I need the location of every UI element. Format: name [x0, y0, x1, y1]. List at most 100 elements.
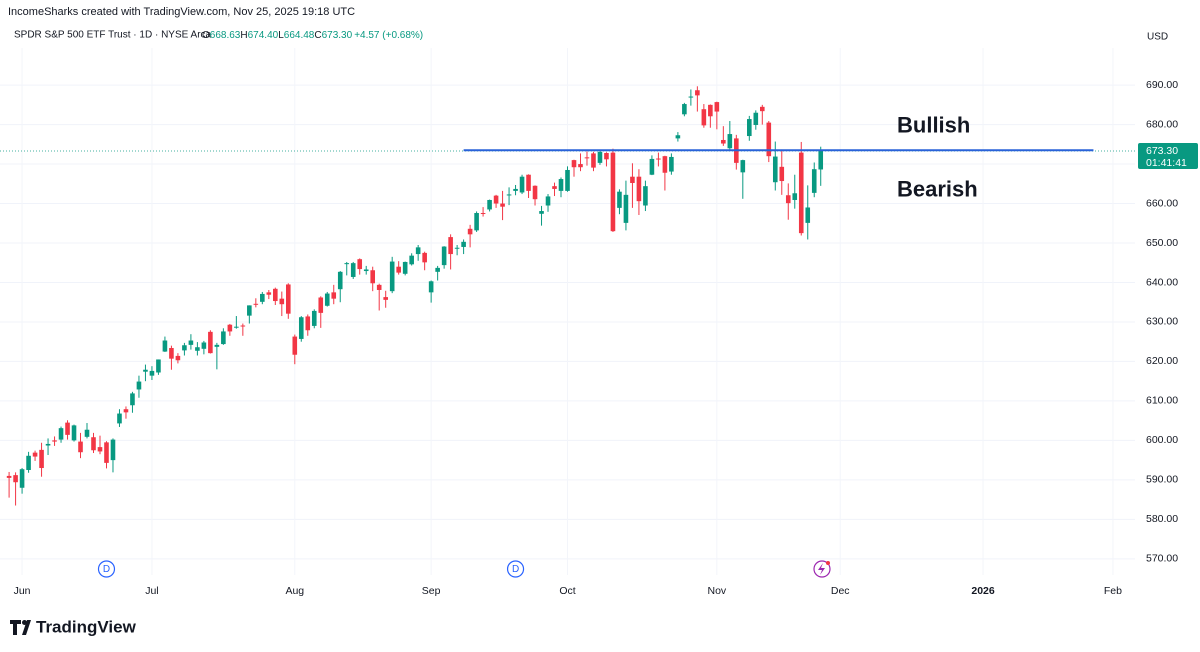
candle-body [130, 393, 135, 406]
ohlc-legend: O668.63H674.40L664.48C673.30 +4.57 (+0.68… [202, 30, 423, 41]
candle-body [58, 428, 64, 440]
candle-body [792, 193, 798, 200]
y-tick-label: 640.00 [1146, 276, 1178, 288]
candle-body [370, 270, 376, 284]
candle-body [474, 213, 479, 231]
candle-body [818, 151, 824, 170]
candle-body [214, 344, 220, 347]
credit: IncomeSharks created with TradingView.co… [8, 6, 355, 18]
y-tick-label: 690.00 [1146, 79, 1178, 91]
candle-body [39, 449, 44, 469]
x-tick-label: 2026 [971, 585, 995, 597]
x-tick-label: Feb [1104, 585, 1122, 597]
candle-body [337, 271, 343, 290]
candle-body [234, 326, 239, 328]
candle-body [649, 158, 655, 175]
candle-body [545, 196, 551, 206]
x-tick-label: Sep [422, 585, 441, 597]
candle-body [91, 437, 96, 451]
x-tick-label: Aug [285, 585, 304, 597]
candle-body [552, 186, 557, 189]
dividend-label: D [512, 564, 519, 575]
candle-body [558, 179, 564, 191]
candle-body [363, 269, 369, 272]
y-tick-label: 650.00 [1146, 237, 1178, 249]
candle-body [84, 429, 90, 437]
candle-body [78, 441, 83, 453]
price-label: 673.30 [1146, 145, 1178, 157]
candle-body [656, 158, 661, 160]
y-tick-label: 660.00 [1146, 197, 1178, 209]
candle-body [811, 169, 817, 193]
candle-body [487, 199, 492, 210]
candle-body [19, 469, 25, 488]
candle-body [149, 370, 155, 376]
candle-body [682, 104, 687, 115]
candle-body [188, 340, 194, 345]
candle-body [617, 191, 622, 208]
candle-body [727, 134, 733, 149]
y-tick-label: 680.00 [1146, 118, 1178, 130]
candle-body [513, 188, 518, 191]
legend-key: L [278, 30, 284, 41]
candle-body [448, 237, 453, 255]
candle-body [273, 288, 278, 302]
candle-body [669, 156, 674, 172]
candle-body [279, 298, 285, 305]
dividend-label: D [103, 564, 110, 575]
candle-body [52, 440, 57, 442]
candle-body [721, 139, 726, 144]
earnings-icon [818, 563, 825, 575]
candle-body [779, 166, 785, 182]
candle-body [461, 241, 466, 247]
candle-body [578, 164, 583, 168]
candle-body [376, 284, 382, 290]
candle-body [441, 246, 447, 266]
symbol: SPDR S&P 500 ETF Trust · 1D · NYSE Arca [14, 30, 212, 41]
candle-body [740, 160, 746, 173]
candle-body [344, 263, 350, 265]
candle-body [701, 109, 707, 126]
candle-body [636, 176, 642, 202]
x-tick-label: Dec [831, 585, 850, 597]
y-tick-label: 580.00 [1146, 513, 1178, 525]
candle-body [539, 211, 544, 214]
candle-body [253, 303, 259, 305]
x-tick-label: Nov [707, 585, 726, 597]
candle-body [298, 317, 304, 339]
dividend-marker [97, 560, 116, 578]
candle-body [753, 112, 759, 125]
candle-body [610, 152, 616, 232]
candle-body [591, 153, 596, 168]
legend-value: 664.48 [284, 30, 315, 41]
dividend-marker [506, 560, 525, 578]
candle-body [805, 207, 811, 223]
candle-body [305, 316, 311, 331]
candle-body [266, 292, 272, 295]
candle-body [260, 293, 265, 302]
candle-body [409, 255, 414, 265]
candle-body [240, 325, 246, 327]
logo: TradingView [36, 617, 137, 636]
candle-body [285, 284, 291, 314]
x-tick-label: Oct [559, 585, 575, 597]
candle-body [117, 413, 122, 424]
candle-body [747, 119, 752, 137]
candle-body [123, 409, 129, 413]
candle-body [519, 176, 525, 193]
candle-body [247, 305, 252, 316]
legend-key: O [202, 30, 210, 41]
candle-body [136, 381, 142, 390]
candle-body [798, 152, 804, 234]
candle-body [227, 324, 233, 332]
earnings-dot [826, 561, 830, 565]
candle-body [402, 261, 408, 274]
candle-body [143, 369, 148, 372]
candle-body [350, 263, 356, 277]
candle-body [565, 169, 570, 191]
candle-body [156, 359, 161, 373]
y-tick-label: 610.00 [1146, 395, 1178, 407]
candle-body [766, 122, 772, 157]
candle-body [195, 347, 200, 351]
